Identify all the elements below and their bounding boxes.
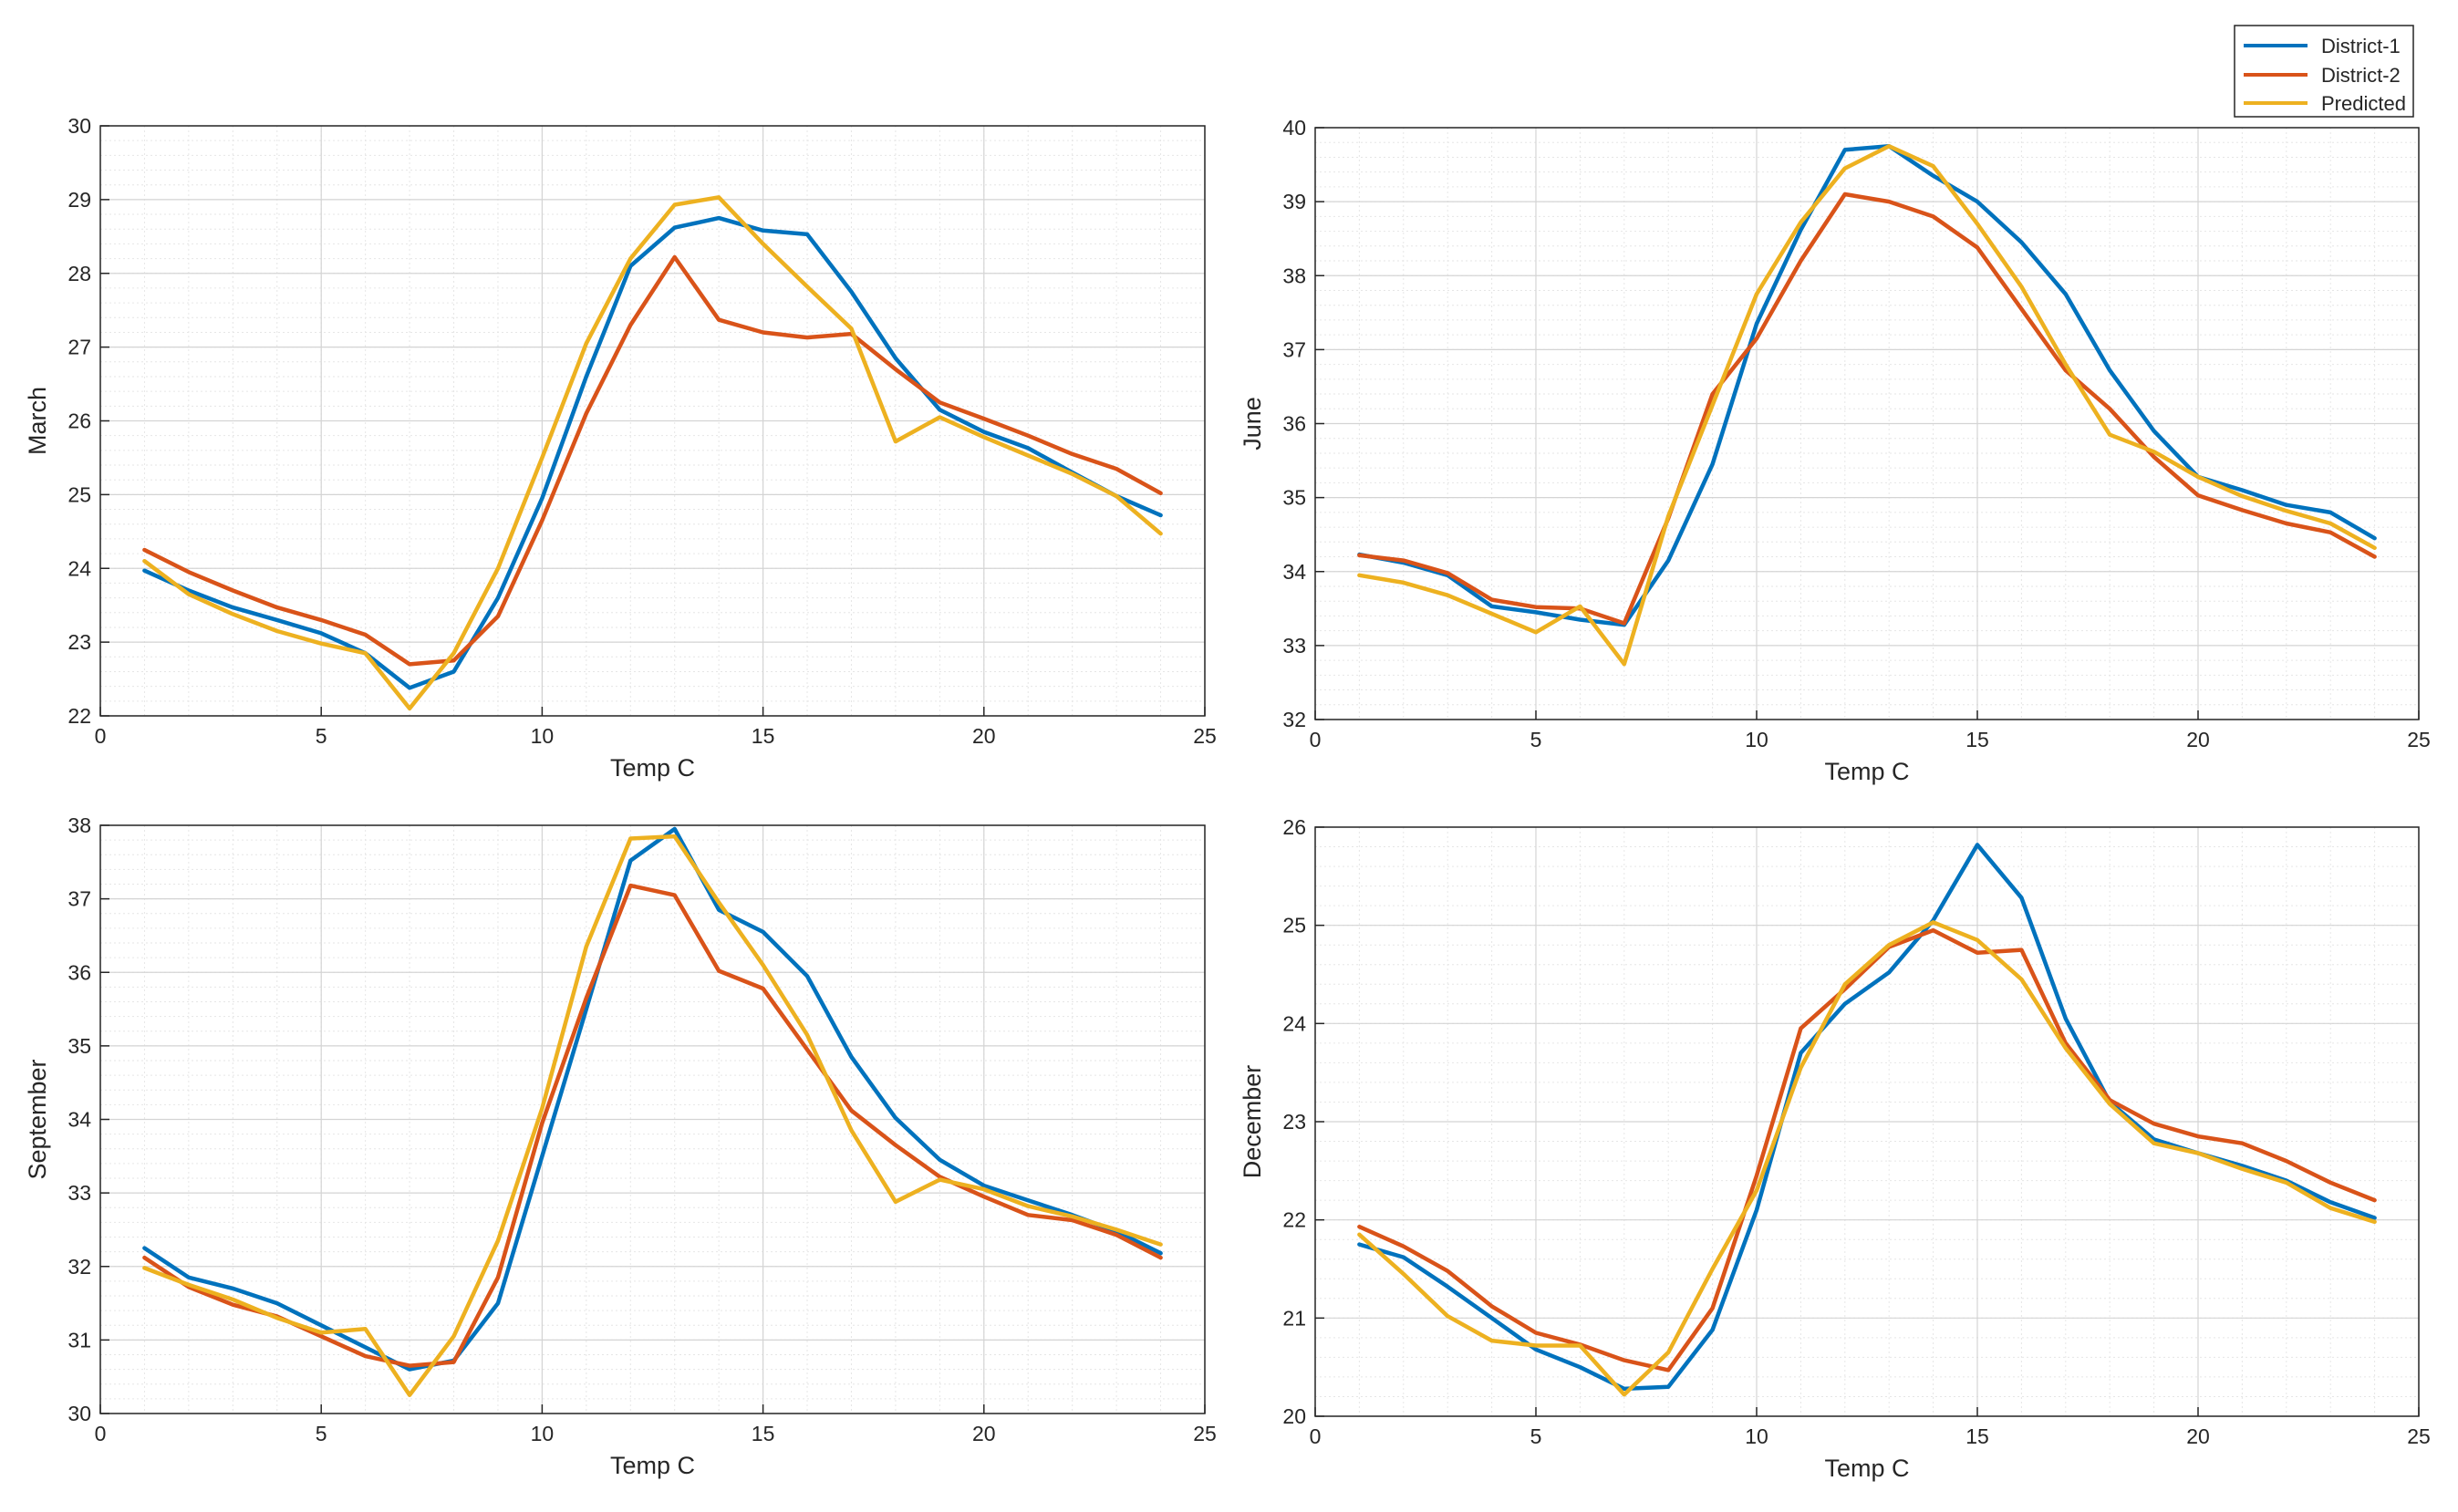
y-tick-label: 36 bbox=[1282, 412, 1306, 436]
y-tick-label: 32 bbox=[1282, 708, 1306, 731]
series-line-district-1 bbox=[142, 215, 1163, 690]
subplot-december: 0 5 10 15 20 25 20 21 22 23 24 25 26 Temp C December bbox=[1239, 815, 2431, 1482]
y-tick-label: 24 bbox=[67, 556, 91, 580]
subplot-september: 0 5 10 15 20 25 30 31 32 33 34 35 36 37 38 Temp C Sept… bbox=[24, 813, 1217, 1479]
x-tick-label: 10 bbox=[1745, 728, 1768, 751]
y-tick-label: 35 bbox=[67, 1034, 91, 1058]
x-tick-label: 15 bbox=[1965, 1424, 1989, 1448]
x-tick-label: 5 bbox=[1530, 728, 1542, 751]
series-lines bbox=[1357, 843, 2377, 1397]
y-tick-label: 24 bbox=[1282, 1011, 1306, 1035]
y-tick-label: 20 bbox=[1282, 1404, 1306, 1428]
y-tick-label: 32 bbox=[67, 1255, 91, 1279]
legend[interactable]: District-1 District-2 Predicted bbox=[2234, 25, 2414, 118]
x-tick-label: 15 bbox=[752, 1422, 775, 1445]
legend-label: Predicted bbox=[2321, 92, 2406, 115]
y-tick-label: 37 bbox=[1282, 337, 1306, 361]
y-tick-label: 27 bbox=[67, 336, 91, 359]
x-tick-label: 15 bbox=[1965, 728, 1989, 751]
x-axis-label: Temp C bbox=[610, 754, 695, 782]
x-tick-label: 25 bbox=[2407, 728, 2431, 751]
x-tick-label: 0 bbox=[95, 1422, 107, 1445]
x-tick-label: 0 bbox=[1310, 728, 1322, 751]
y-tick-label: 38 bbox=[67, 813, 91, 837]
y-tick-label: 26 bbox=[67, 409, 91, 433]
series-line-district-1 bbox=[142, 826, 1163, 1372]
x-tick-label: 5 bbox=[1530, 1424, 1542, 1448]
y-tick-label: 28 bbox=[67, 262, 91, 285]
x-tick-label: 10 bbox=[1745, 1424, 1768, 1448]
x-tick-label: 0 bbox=[1310, 1424, 1322, 1448]
y-tick-label: 36 bbox=[67, 960, 91, 984]
y-tick-label: 37 bbox=[67, 887, 91, 911]
subplot-june: 0 5 10 15 20 25 32 33 34 35 36 37 38 39 40 Temp C June bbox=[1239, 116, 2431, 785]
y-tick-label: 34 bbox=[1282, 560, 1306, 584]
x-tick-label: 25 bbox=[2407, 1424, 2431, 1448]
series-lines bbox=[1357, 144, 2377, 667]
x-axis-label: Temp C bbox=[610, 1452, 695, 1479]
y-tick-label: 29 bbox=[67, 188, 91, 212]
y-tick-label: 30 bbox=[67, 114, 91, 138]
series-line-district-2 bbox=[1357, 192, 2377, 626]
legend-entry-district-1[interactable]: District-1 bbox=[2244, 35, 2401, 57]
series-lines bbox=[142, 826, 1163, 1398]
y-tick-label: 22 bbox=[1282, 1208, 1306, 1232]
series-lines bbox=[142, 195, 1163, 711]
y-tick-label: 25 bbox=[67, 482, 91, 506]
x-tick-label: 15 bbox=[752, 724, 775, 748]
y-tick-label: 33 bbox=[1282, 634, 1306, 658]
legend-entry-district-2[interactable]: District-2 bbox=[2244, 64, 2401, 87]
series-line-district-2 bbox=[1357, 927, 2377, 1372]
y-tick-label: 34 bbox=[67, 1108, 91, 1132]
y-tick-label: 22 bbox=[67, 704, 91, 728]
y-tick-label: 39 bbox=[1282, 190, 1306, 213]
legend-entry-predicted[interactable]: Predicted bbox=[2244, 92, 2406, 115]
y-tick-label: 25 bbox=[1282, 914, 1306, 937]
ticks: 0 5 10 15 20 25 32 33 34 35 36 37 38 39 40 bbox=[1282, 116, 2430, 751]
series-line-district-2 bbox=[142, 883, 1163, 1368]
y-tick-label: 30 bbox=[67, 1402, 91, 1425]
y-tick-label: 26 bbox=[1282, 815, 1306, 839]
y-tick-label: 40 bbox=[1282, 116, 1306, 140]
x-tick-label: 20 bbox=[2186, 1424, 2210, 1448]
ticks: 0 5 10 15 20 25 22 23 24 25 26 27 28 29 30 bbox=[67, 114, 1216, 748]
y-tick-label: 33 bbox=[67, 1181, 91, 1205]
x-axis-label: Temp C bbox=[1824, 758, 1909, 785]
y-tick-label: 35 bbox=[1282, 486, 1306, 510]
y-axis-label: June bbox=[1239, 397, 1266, 450]
y-tick-label: 23 bbox=[1282, 1110, 1306, 1134]
subplot-march: 0 5 10 15 20 25 22 23 24 25 26 27 28 29 30 Temp C Marc… bbox=[24, 114, 1217, 782]
x-tick-label: 10 bbox=[531, 1422, 555, 1445]
x-axis-label: Temp C bbox=[1824, 1455, 1909, 1482]
x-tick-label: 10 bbox=[531, 724, 555, 748]
x-tick-label: 25 bbox=[1193, 1422, 1217, 1445]
ticks: 0 5 10 15 20 25 30 31 32 33 34 35 36 37 38 bbox=[67, 813, 1216, 1445]
y-axis-label: September bbox=[24, 1059, 51, 1179]
y-tick-label: 31 bbox=[67, 1328, 91, 1351]
series-line-district-2 bbox=[142, 254, 1163, 667]
y-axis-label: March bbox=[24, 387, 51, 455]
y-tick-label: 21 bbox=[1282, 1306, 1306, 1330]
legend-label: District-2 bbox=[2321, 64, 2401, 87]
y-axis-label: December bbox=[1239, 1065, 1266, 1179]
x-tick-label: 0 bbox=[95, 724, 107, 748]
series-line-predicted bbox=[142, 195, 1163, 711]
x-tick-label: 20 bbox=[972, 1422, 996, 1445]
x-tick-label: 20 bbox=[972, 724, 996, 748]
series-line-predicted bbox=[142, 834, 1163, 1398]
x-tick-label: 5 bbox=[316, 1422, 327, 1445]
series-line-predicted bbox=[1357, 920, 2377, 1397]
x-tick-label: 20 bbox=[2186, 728, 2210, 751]
x-tick-label: 5 bbox=[316, 724, 327, 748]
legend-label: District-1 bbox=[2321, 35, 2401, 57]
y-tick-label: 38 bbox=[1282, 264, 1306, 287]
y-tick-label: 23 bbox=[67, 630, 91, 654]
x-tick-label: 25 bbox=[1193, 724, 1217, 748]
ticks: 0 5 10 15 20 25 20 21 22 23 24 25 26 bbox=[1282, 815, 2430, 1448]
series-line-predicted bbox=[1357, 144, 2377, 667]
